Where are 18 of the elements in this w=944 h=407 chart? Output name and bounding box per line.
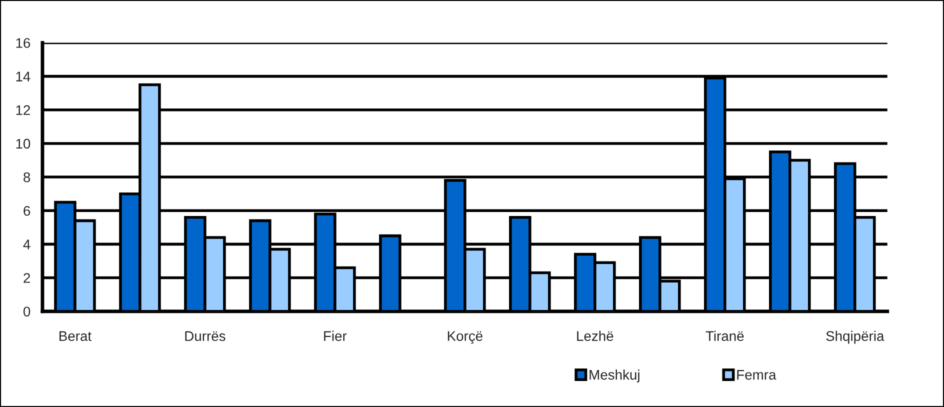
x-tick-label: Berat [60,331,92,341]
y-tick-label: 16 [16,38,30,48]
x-tick-label: Korçë [448,331,482,344]
x-tick-label: Durrës [185,331,226,341]
y-tick-label: 10 [16,138,30,149]
y-tick-label: 0 [23,306,30,317]
x-tick-label: Tiranë [706,330,744,341]
legend-label: Femra [737,370,776,380]
y-tick-label: 12 [16,105,30,115]
y-tick-label: 2 [24,273,30,283]
y-tick-label: 6 [24,206,30,216]
y-tick-label: 4 [23,240,30,250]
x-tick-label: Lezhë [577,330,614,341]
x-tick-label: Shqipëria [826,330,884,344]
y-tick-label: 14 [16,72,30,82]
y-tick-label: 8 [24,172,30,182]
legend-label: Meshkuj [590,370,640,382]
x-tick-label: Fier [324,330,347,341]
